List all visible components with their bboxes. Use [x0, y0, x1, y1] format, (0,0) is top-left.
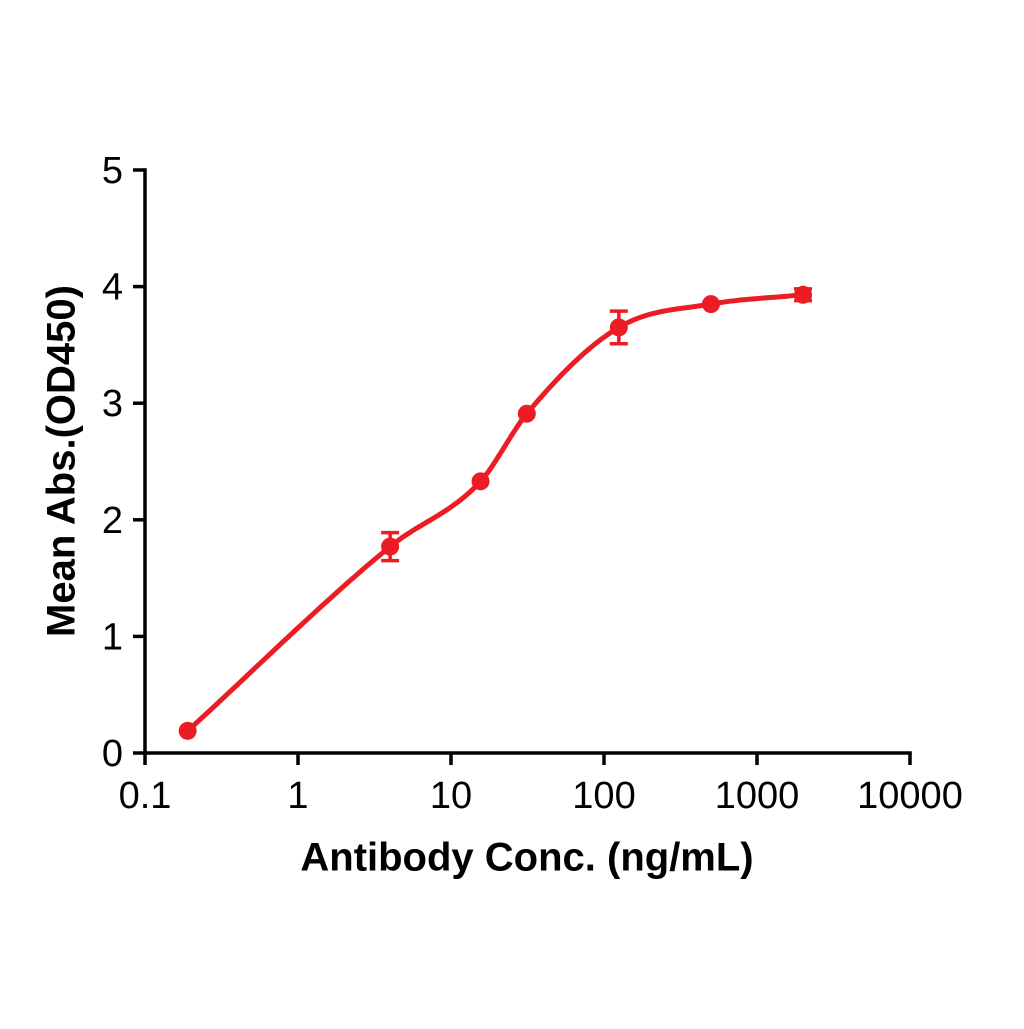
data-point	[609, 318, 628, 337]
y-tick-label: 2	[102, 500, 123, 542]
data-point	[794, 285, 813, 304]
x-tick-label: 100	[572, 775, 635, 817]
fit-curve	[185, 292, 806, 734]
data-point	[517, 404, 536, 423]
x-tick-label: 10000	[857, 775, 963, 817]
y-tick-label: 5	[102, 150, 123, 192]
y-tick-label: 3	[102, 383, 123, 425]
x-tick-label: 0.1	[119, 775, 172, 817]
y-tick-label: 4	[102, 267, 123, 309]
data-points	[178, 285, 813, 740]
x-tick-label: 1	[287, 775, 308, 817]
error-bars	[381, 287, 813, 563]
y-axis-title: Mean Abs.(OD450)	[39, 285, 84, 637]
y-tick-label: 0	[102, 733, 123, 775]
data-point	[701, 295, 720, 314]
tick-marks	[133, 168, 912, 765]
dose-response-curve	[185, 292, 806, 734]
x-tick-label: 1000	[715, 775, 800, 817]
data-point	[178, 721, 197, 740]
x-tick-label: 10	[430, 775, 472, 817]
y-tick-label: 1	[102, 616, 123, 658]
tick-labels: 0.1 1 10 100 1000 10000 0 1 2 3 4 5	[102, 150, 963, 817]
axes	[143, 168, 912, 755]
data-point	[381, 537, 400, 556]
x-axis-title: Antibody Conc. (ng/mL)	[300, 835, 754, 880]
data-point	[471, 472, 490, 491]
